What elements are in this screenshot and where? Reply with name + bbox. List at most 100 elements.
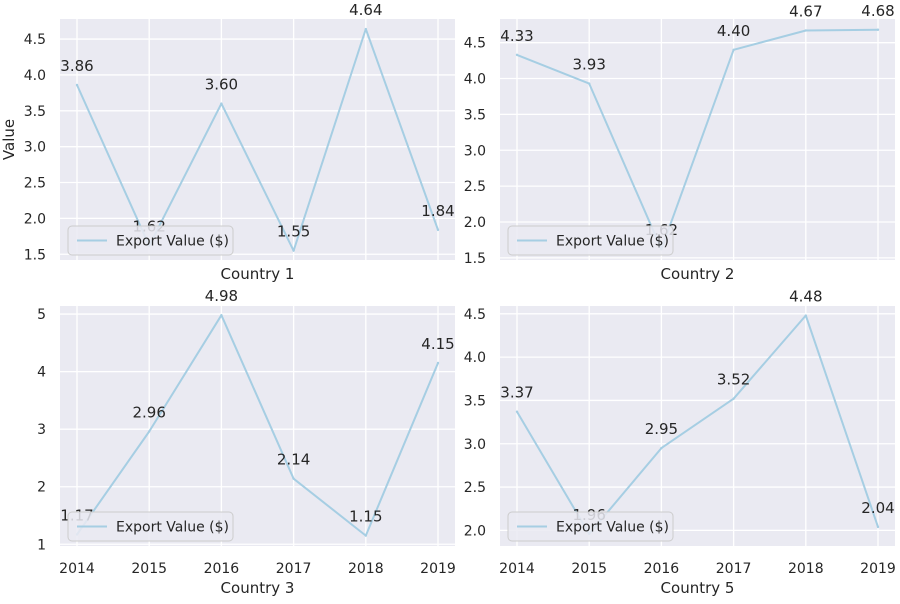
- y-tick-label: 4.5: [464, 36, 486, 52]
- chart-panel-1: 1.5 2.0 2.5 3.0 3.5 4.0 4.5 Country 1 Value 3.86 1…: [0, 1, 455, 283]
- y-tick-label: 4.0: [24, 68, 46, 84]
- y-tick-label: 2.5: [24, 176, 46, 192]
- y-tick-label: 5: [37, 307, 46, 323]
- y-tick-label: 2.0: [464, 215, 486, 231]
- y-tick-label: 3.0: [24, 140, 46, 156]
- legend-label: Export Value ($): [556, 234, 669, 250]
- y-axis-label: Value: [0, 119, 18, 160]
- y-tick-label: 4.0: [464, 350, 486, 366]
- x-tick-label: 2019: [860, 561, 896, 577]
- data-label: 2.96: [132, 403, 165, 421]
- x-axis-label: Country 5: [661, 579, 735, 597]
- data-label: 3.52: [717, 371, 750, 389]
- y-tick-label: 4.5: [24, 32, 46, 48]
- plot-area: [60, 19, 455, 260]
- x-tick-label: 2016: [204, 561, 240, 577]
- data-label: 2.95: [645, 420, 678, 438]
- y-tick-label: 2.5: [464, 480, 486, 496]
- legend-box: [67, 511, 234, 542]
- y-tick-label: 1.5: [464, 251, 486, 267]
- data-label: 2.04: [861, 499, 894, 517]
- legend-box: [507, 511, 674, 542]
- y-tick-label: 4.0: [464, 72, 486, 88]
- y-tick-label: 2: [37, 480, 46, 496]
- data-point: [364, 534, 367, 537]
- data-point: [588, 82, 591, 85]
- data-label: 4.68: [861, 2, 894, 20]
- legend: Export Value ($): [67, 511, 234, 542]
- legend-box: [67, 225, 234, 256]
- data-label: 3.93: [572, 56, 605, 74]
- data-label: 4.98: [205, 287, 238, 305]
- data-point: [436, 228, 440, 232]
- legend-box: [507, 225, 674, 256]
- data-label: 3.60: [205, 76, 238, 94]
- y-tick-label: 2.0: [24, 211, 46, 227]
- data-label: 4.67: [789, 2, 822, 20]
- data-point: [515, 410, 519, 413]
- plot-area: [60, 306, 455, 546]
- x-tick-label: 2015: [131, 561, 167, 577]
- y-tick-label: 4: [37, 365, 46, 381]
- legend: Export Value ($): [507, 511, 674, 542]
- data-label: 3.86: [60, 57, 93, 75]
- data-point: [515, 53, 519, 57]
- y-tick-label: 3.5: [464, 107, 486, 123]
- data-point: [75, 83, 79, 87]
- data-label: 4.48: [789, 288, 822, 306]
- series-line: [516, 28, 879, 251]
- data-label: 2.14: [277, 451, 310, 469]
- data-point: [148, 430, 151, 433]
- data-label: 1.55: [277, 223, 310, 241]
- data-point: [220, 102, 223, 105]
- y-tick-label: 3: [37, 422, 46, 438]
- chart-panel-3: 1 2 3 4 5 2014 2015 2016 2017 2018 2019 Country 3 1.…: [37, 287, 456, 597]
- x-tick-label: 2015: [571, 561, 607, 577]
- data-point: [292, 249, 295, 252]
- data-point: [732, 48, 735, 52]
- x-tick-label: 2014: [499, 561, 535, 577]
- series-line: [76, 314, 439, 537]
- x-tick-label: 2016: [644, 561, 680, 577]
- x-axis-label: Country 2: [661, 265, 735, 283]
- y-tick-label: 1.5: [24, 247, 46, 263]
- data-point: [804, 314, 807, 317]
- y-tick-label: 3.0: [464, 437, 486, 453]
- data-point: [876, 28, 880, 31]
- data-point: [660, 446, 663, 450]
- x-axis-label: Country 1: [221, 265, 295, 283]
- data-label: 4.40: [717, 22, 750, 40]
- chart-panel-4: 2.0 2.5 3.0 3.5 4.0 4.5 2014 2015 2016 2017 2018 20…: [464, 288, 896, 597]
- y-tick-label: 3.5: [24, 104, 46, 120]
- legend-label: Export Value ($): [116, 234, 229, 250]
- data-label: 1.84: [421, 202, 454, 220]
- legend: Export Value ($): [67, 225, 234, 256]
- x-tick-label: 2017: [276, 561, 312, 577]
- data-point: [436, 361, 440, 365]
- y-tick-label: 4.5: [464, 307, 486, 323]
- y-tick-label: 2.5: [464, 179, 486, 195]
- y-tick-label: 1: [37, 537, 46, 553]
- x-axis-label: Country 3: [221, 579, 295, 597]
- data-point: [292, 477, 295, 480]
- y-tick-label: 3.0: [464, 143, 486, 159]
- data-point: [364, 27, 367, 31]
- y-tick-label: 2.0: [464, 523, 486, 539]
- data-point: [732, 397, 735, 400]
- data-label: 4.15: [421, 335, 454, 353]
- x-tick-label: 2019: [420, 561, 456, 577]
- x-tick-label: 2018: [788, 561, 824, 577]
- x-tick-label: 2014: [59, 561, 95, 577]
- data-point: [804, 29, 807, 32]
- legend: Export Value ($): [507, 225, 674, 256]
- legend-label: Export Value ($): [116, 520, 229, 536]
- data-label: 4.33: [500, 27, 533, 45]
- legend-label: Export Value ($): [556, 520, 669, 536]
- data-label: 4.64: [349, 1, 382, 19]
- data-label: 1.15: [349, 508, 382, 526]
- plot-area: [500, 306, 895, 546]
- data-point: [876, 525, 880, 529]
